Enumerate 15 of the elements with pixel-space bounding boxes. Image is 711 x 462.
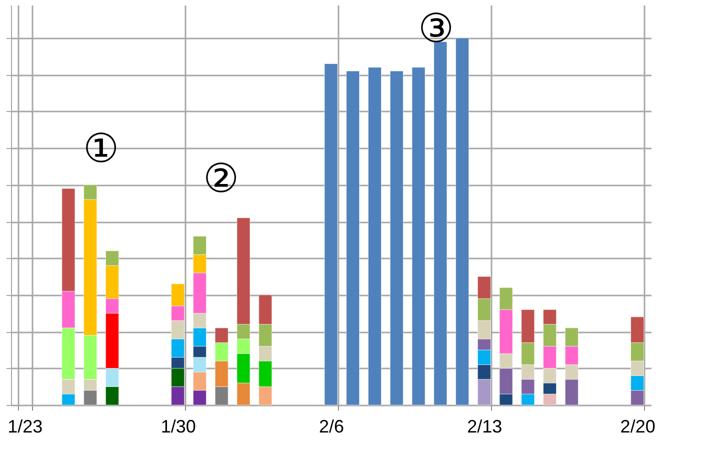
bar	[456, 38, 469, 406]
annotation: ③	[418, 6, 454, 52]
annotation: ②	[203, 156, 239, 202]
bar	[390, 70, 404, 406]
bar	[368, 67, 382, 406]
x-tick-label: 1/30	[160, 416, 196, 436]
bar	[324, 64, 338, 406]
annotation: ①	[83, 126, 119, 172]
x-tick-label: 2/20	[620, 416, 656, 436]
x-tick-label: 2/13	[467, 416, 502, 436]
bar	[346, 70, 360, 406]
bar	[434, 42, 448, 406]
x-tick-label: 1/23	[8, 416, 43, 436]
x-tick-label: 2/6	[318, 416, 344, 436]
bar	[412, 67, 426, 406]
